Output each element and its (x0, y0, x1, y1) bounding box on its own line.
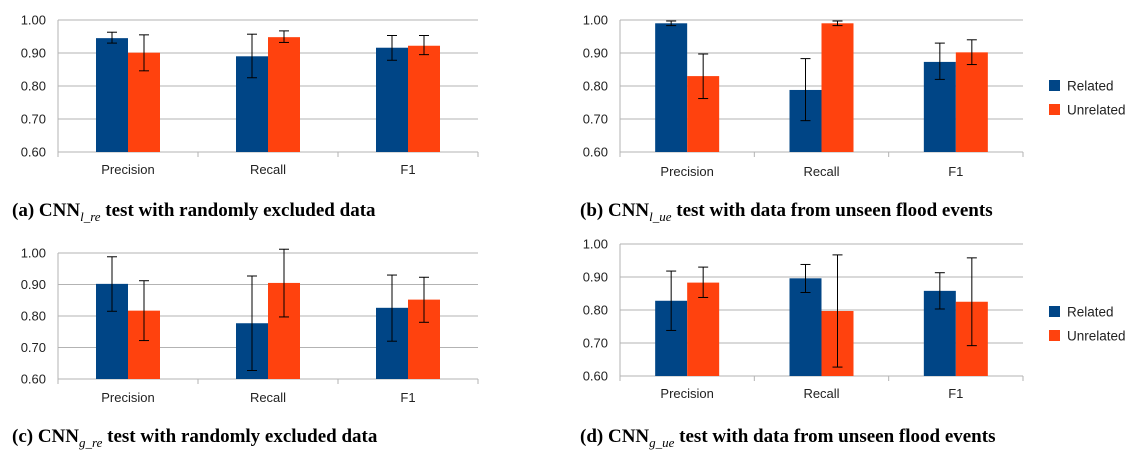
y-tick-label: 0.70 (21, 112, 46, 127)
caption-c: (c) CNNg_re test with randomly excluded … (12, 426, 378, 450)
y-tick-label: 1.00 (21, 246, 46, 261)
bar-unrelated-recall (821, 23, 854, 152)
chart-panel-b: 0.60 0.70 0.80 0.90 1.00 Precision Recall F1 Rel… (555, 0, 1132, 185)
y-tick-label: 0.90 (21, 277, 46, 292)
x-tick-label: Recall (250, 162, 286, 177)
y-tick-label: 0.60 (21, 145, 46, 160)
chart-panel-c: 0.60 0.70 0.80 0.90 1.00 Precision Recall F1 (0, 237, 520, 422)
bar-related-precision (655, 23, 688, 152)
chart-panel-d: 0.60 0.70 0.80 0.90 1.00 Precision Recall F1 Rel… (555, 228, 1132, 420)
x-tick-label: F1 (948, 164, 963, 179)
y-tick-label: 0.80 (583, 303, 608, 318)
y-tick-label: 1.00 (583, 237, 608, 252)
y-tick-label: 0.60 (583, 145, 608, 160)
bar-unrelated-recall (268, 37, 300, 152)
y-tick-label: 0.80 (583, 79, 608, 94)
legend-label-unrelated: Unrelated (1067, 329, 1126, 344)
y-tick-label: 1.00 (583, 13, 608, 28)
bar-unrelated-precision (687, 282, 720, 376)
bar-unrelated-f1 (408, 45, 440, 152)
x-tick-label: Recall (803, 164, 839, 179)
caption-d: (d) CNNg_ue test with data from unseen f… (580, 426, 996, 450)
x-tick-label: F1 (948, 386, 963, 401)
legend-swatch-unrelated (1049, 330, 1060, 341)
bar-related-precision (96, 38, 128, 152)
y-tick-label: 0.70 (583, 336, 608, 351)
y-tick-label: 0.70 (583, 112, 608, 127)
caption-b: (b) CNNl_ue test with data from unseen f… (580, 200, 993, 224)
x-tick-label: F1 (400, 390, 415, 405)
bar-chart-a: 0.60 0.70 0.80 0.90 1.00 Precision Recall F1 (21, 13, 479, 177)
bar-unrelated-f1 (955, 52, 988, 153)
y-tick-label: 0.90 (21, 46, 46, 61)
x-tick-label: Precision (660, 386, 713, 401)
bar-chart-c: 0.60 0.70 0.80 0.90 1.00 Precision Recall F1 (21, 246, 479, 405)
bar-related-f1 (376, 47, 408, 152)
legend-swatch-related (1049, 80, 1060, 91)
x-tick-label: Precision (101, 390, 154, 405)
x-tick-label: Precision (101, 162, 154, 177)
legend-label-related: Related (1067, 305, 1114, 320)
bar-chart-b: 0.60 0.70 0.80 0.90 1.00 Precision Recall F1 Rel… (583, 13, 1126, 180)
x-tick-label: Recall (250, 390, 286, 405)
y-tick-label: 0.90 (583, 270, 608, 285)
y-tick-label: 0.60 (21, 372, 46, 387)
x-tick-label: Recall (803, 386, 839, 401)
legend-swatch-unrelated (1049, 104, 1060, 115)
y-tick-label: 0.80 (21, 309, 46, 324)
legend-label-unrelated: Unrelated (1067, 103, 1126, 118)
bar-chart-d: 0.60 0.70 0.80 0.90 1.00 Precision Recall F1 Rel… (583, 237, 1126, 402)
legend-label-related: Related (1067, 79, 1114, 94)
caption-a: (a) CNNl_re test with randomly excluded … (12, 200, 376, 224)
y-tick-label: 1.00 (21, 13, 46, 28)
y-tick-label: 0.90 (583, 46, 608, 61)
x-tick-label: F1 (400, 162, 415, 177)
y-tick-label: 0.70 (21, 340, 46, 355)
bar-related-recall (789, 278, 822, 376)
y-tick-label: 0.60 (583, 369, 608, 384)
legend-swatch-related (1049, 306, 1060, 317)
x-tick-label: Precision (660, 164, 713, 179)
chart-panel-a: 0.60 0.70 0.80 0.90 1.00 Precision Recall F1 (0, 0, 520, 185)
y-tick-label: 0.80 (21, 79, 46, 94)
